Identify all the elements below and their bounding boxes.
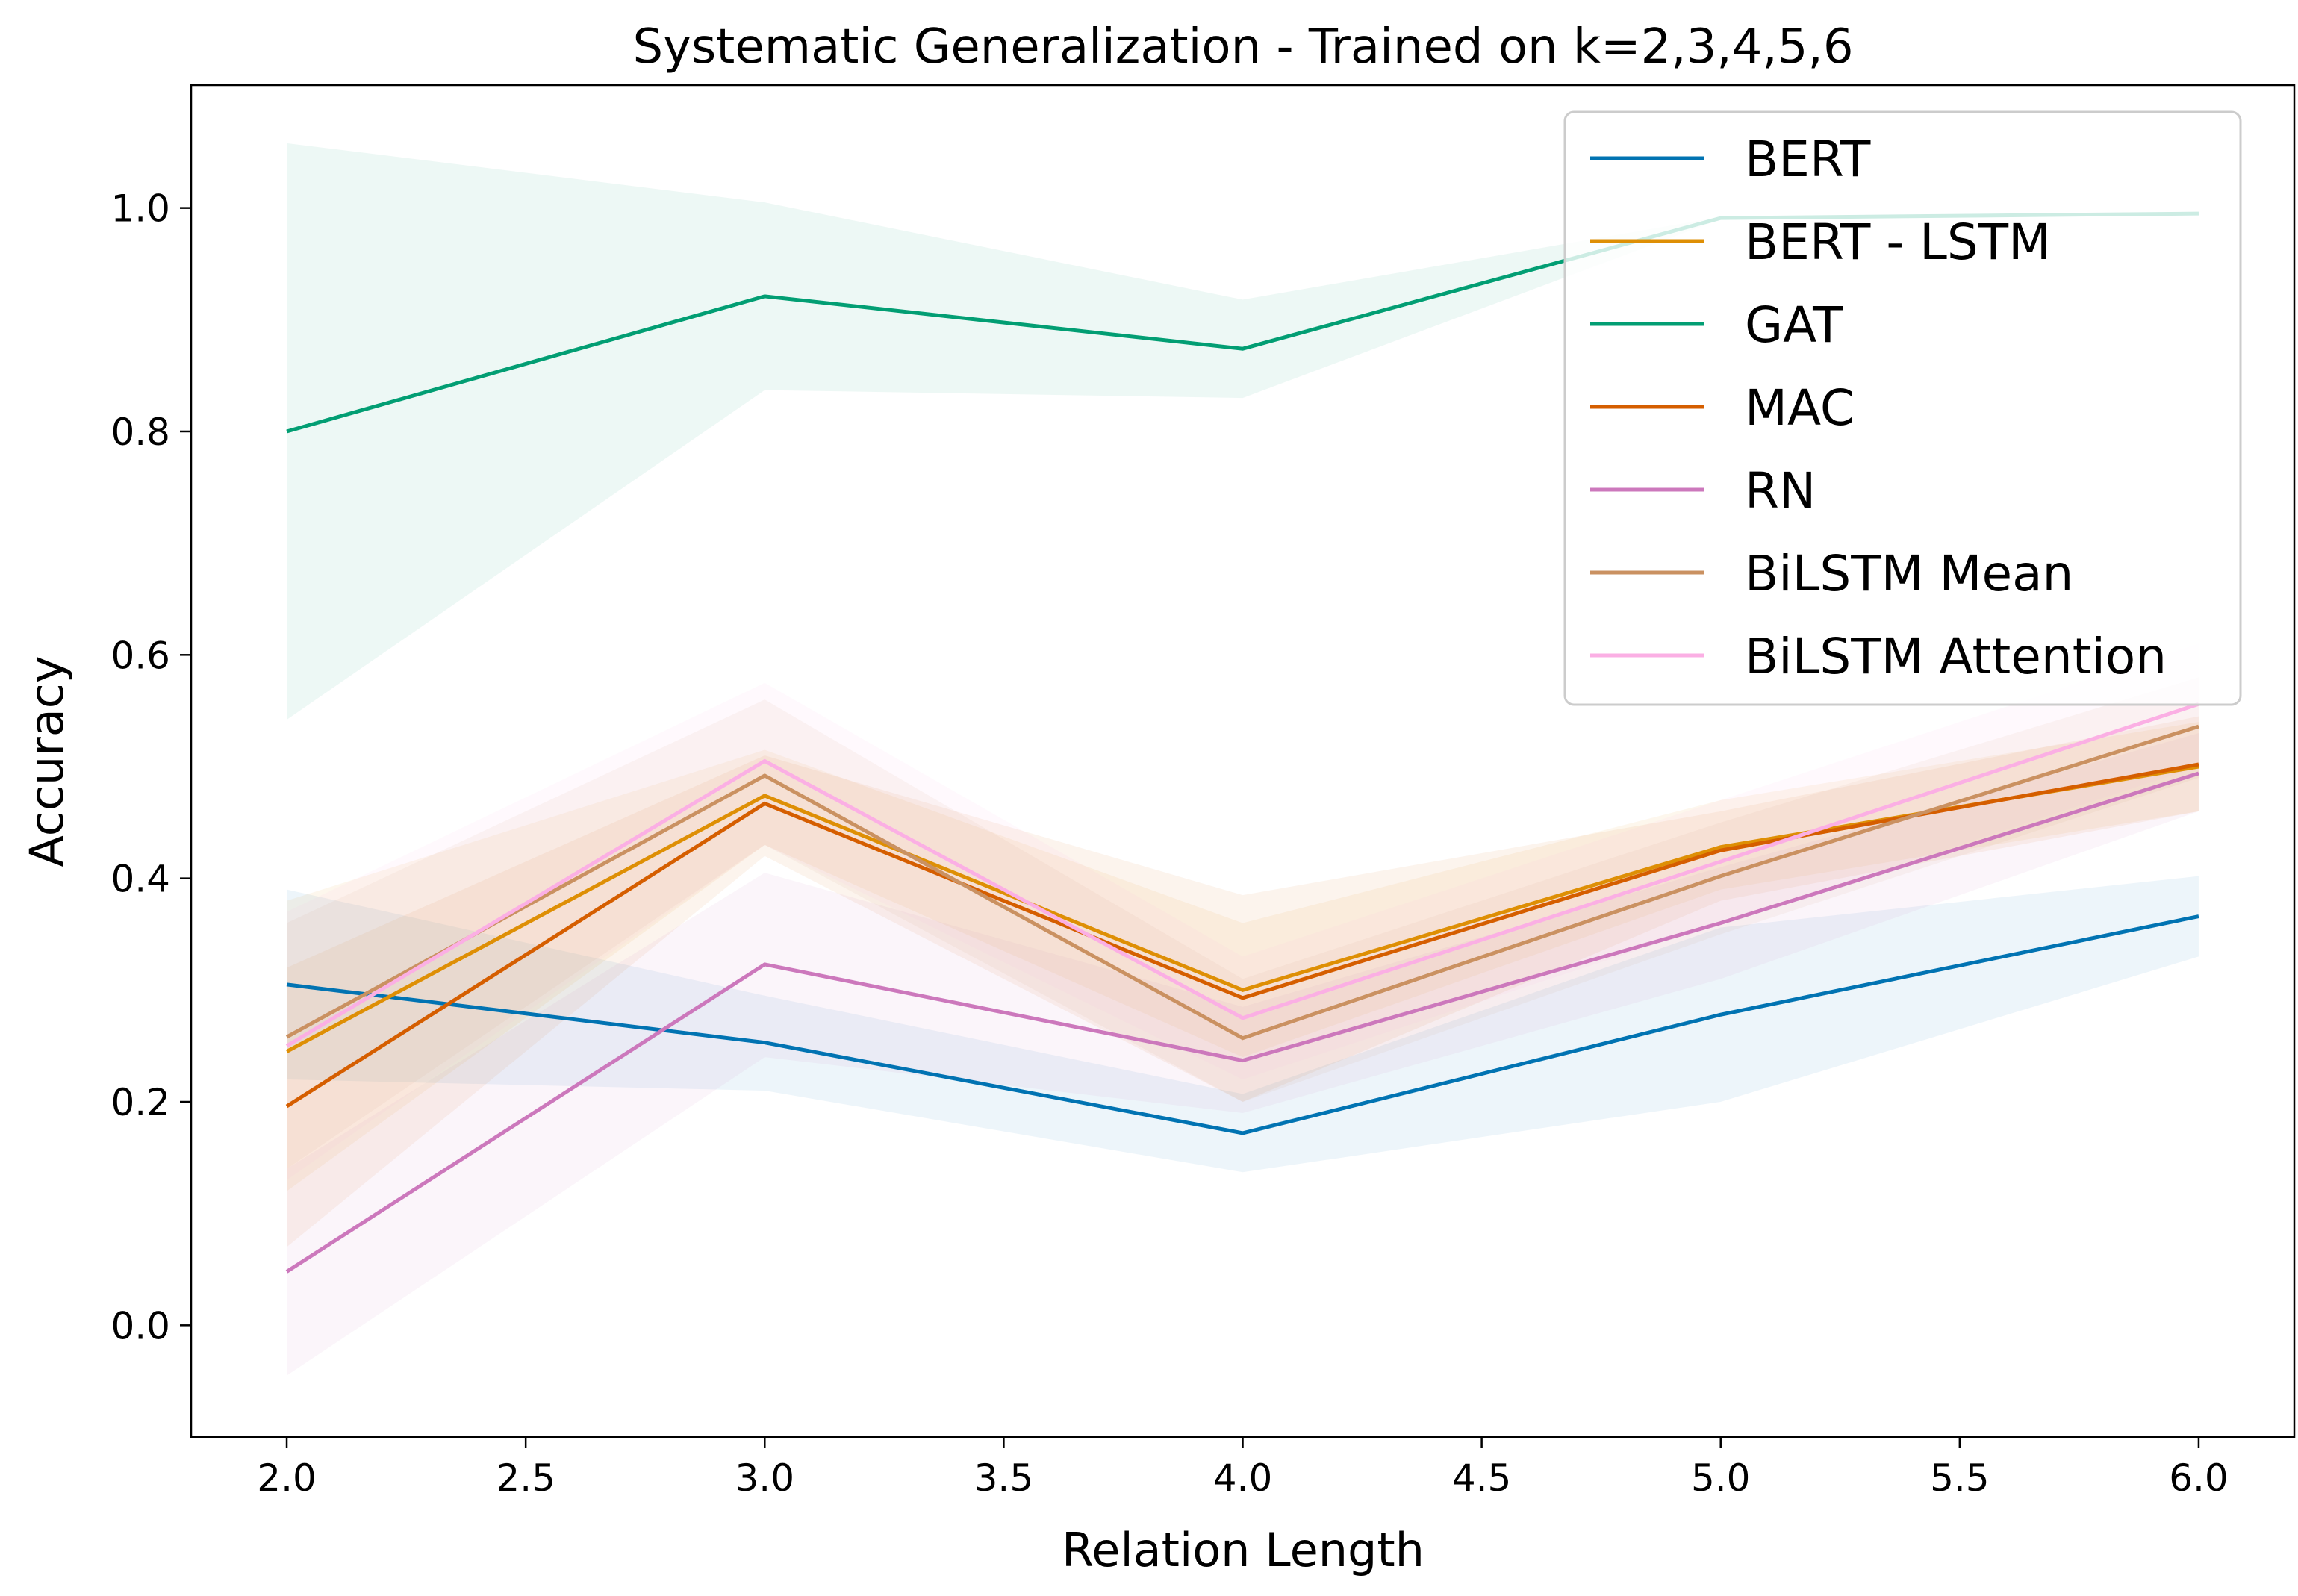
legend-label-gat: GAT (1745, 296, 1843, 354)
line-bert (286, 914, 2199, 1135)
point-rn-4 (2196, 771, 2201, 776)
point-bilstm-attention-1 (762, 759, 767, 764)
plot-frame (190, 84, 2296, 1438)
band-bert-lstm (287, 722, 2199, 1191)
chart-title: Systematic Generalization - Trained on k… (632, 19, 1853, 75)
series-lines (284, 211, 2201, 1274)
point-bilstm-mean-0 (284, 1035, 289, 1039)
x-tick-label: 6.0 (2169, 1456, 2229, 1500)
point-bert-4 (2196, 914, 2201, 919)
point-bilstm-mean-3 (1719, 874, 1723, 879)
x-tick-label: 4.0 (1213, 1456, 1273, 1500)
y-tick-label: 0.0 (110, 1304, 170, 1347)
x-tick-label: 5.5 (1930, 1456, 1990, 1500)
y-tick-label: 0.2 (110, 1081, 170, 1124)
point-bert-1 (762, 1041, 767, 1045)
band-bert (287, 876, 2199, 1173)
line-rn (285, 771, 2199, 1274)
band-bilstm-mean (287, 677, 2199, 1169)
point-mac-2 (1241, 996, 1245, 1000)
point-rn-0 (284, 1269, 289, 1274)
legend-label-bert: BERT (1745, 131, 1871, 188)
point-gat-1 (762, 294, 767, 299)
point-rn-1 (762, 962, 767, 967)
y-axis-ticks: 0.0 0.2 0.4 0.6 0.8 1.0 (110, 187, 191, 1347)
legend-label-bilstm-attention: BiLSTM Attention (1745, 628, 2167, 685)
x-axis-label: Relation Length (1062, 1523, 1424, 1577)
point-bilstm-attention-2 (1241, 1016, 1245, 1020)
band-bilstm-attention (287, 643, 2199, 1180)
legend-label-bert-lstm: BERT - LSTM (1745, 213, 2051, 271)
x-axis-ticks: 2.0 2.5 3.0 3.5 4.0 4.5 5.0 5.5 6.0 (257, 1437, 2229, 1500)
legend-label-rn: RN (1745, 462, 1816, 520)
point-bert-2 (1241, 1131, 1245, 1135)
point-bilstm-mean-4 (2196, 724, 2201, 729)
point-gat-0 (284, 429, 289, 434)
point-bilstm-attention-3 (1719, 859, 1723, 864)
point-gat-2 (1241, 346, 1245, 351)
point-mac-0 (284, 1104, 289, 1109)
line-bilstm-mean (285, 724, 2199, 1041)
x-tick-label: 4.5 (1452, 1456, 1512, 1500)
x-tick-label: 3.0 (735, 1456, 795, 1500)
point-bert-lstm-0 (284, 1050, 289, 1054)
point-bilstm-mean-1 (762, 773, 767, 778)
y-axis-label: Accuracy (19, 655, 74, 867)
point-bert-0 (284, 982, 289, 987)
y-tick-label: 0.4 (110, 858, 170, 901)
y-tick-label: 1.0 (110, 187, 170, 231)
x-tick-label: 3.5 (974, 1456, 1034, 1500)
x-tick-label: 2.0 (257, 1456, 317, 1500)
point-bert-3 (1719, 1012, 1723, 1017)
legend-label-mac: MAC (1745, 379, 1855, 437)
point-mac-3 (1719, 848, 1723, 852)
point-bert-lstm-2 (1241, 988, 1245, 992)
line-mac (285, 762, 2199, 1109)
x-tick-label: 2.5 (496, 1456, 555, 1500)
point-bilstm-mean-2 (1241, 1036, 1245, 1041)
point-rn-2 (1241, 1059, 1245, 1063)
band-rn (287, 733, 2199, 1376)
legend-label-bilstm-mean: BiLSTM Mean (1745, 545, 2073, 602)
point-bert-lstm-1 (762, 794, 767, 798)
point-bilstm-attention-0 (284, 1044, 289, 1048)
point-mac-1 (762, 801, 767, 805)
y-tick-label: 0.8 (110, 411, 170, 454)
legend: BERT BERT - LSTM GAT MAC RN BiLSTM Mean BiLSTM… (1563, 110, 2242, 706)
band-gat (287, 143, 2199, 720)
point-rn-3 (1719, 921, 1723, 926)
line-bilstm-attention (285, 702, 2199, 1048)
legend-box (1563, 110, 2242, 706)
point-mac-4 (2196, 762, 2201, 767)
x-tick-label: 5.0 (1691, 1456, 1751, 1500)
y-tick-label: 0.6 (110, 634, 170, 677)
